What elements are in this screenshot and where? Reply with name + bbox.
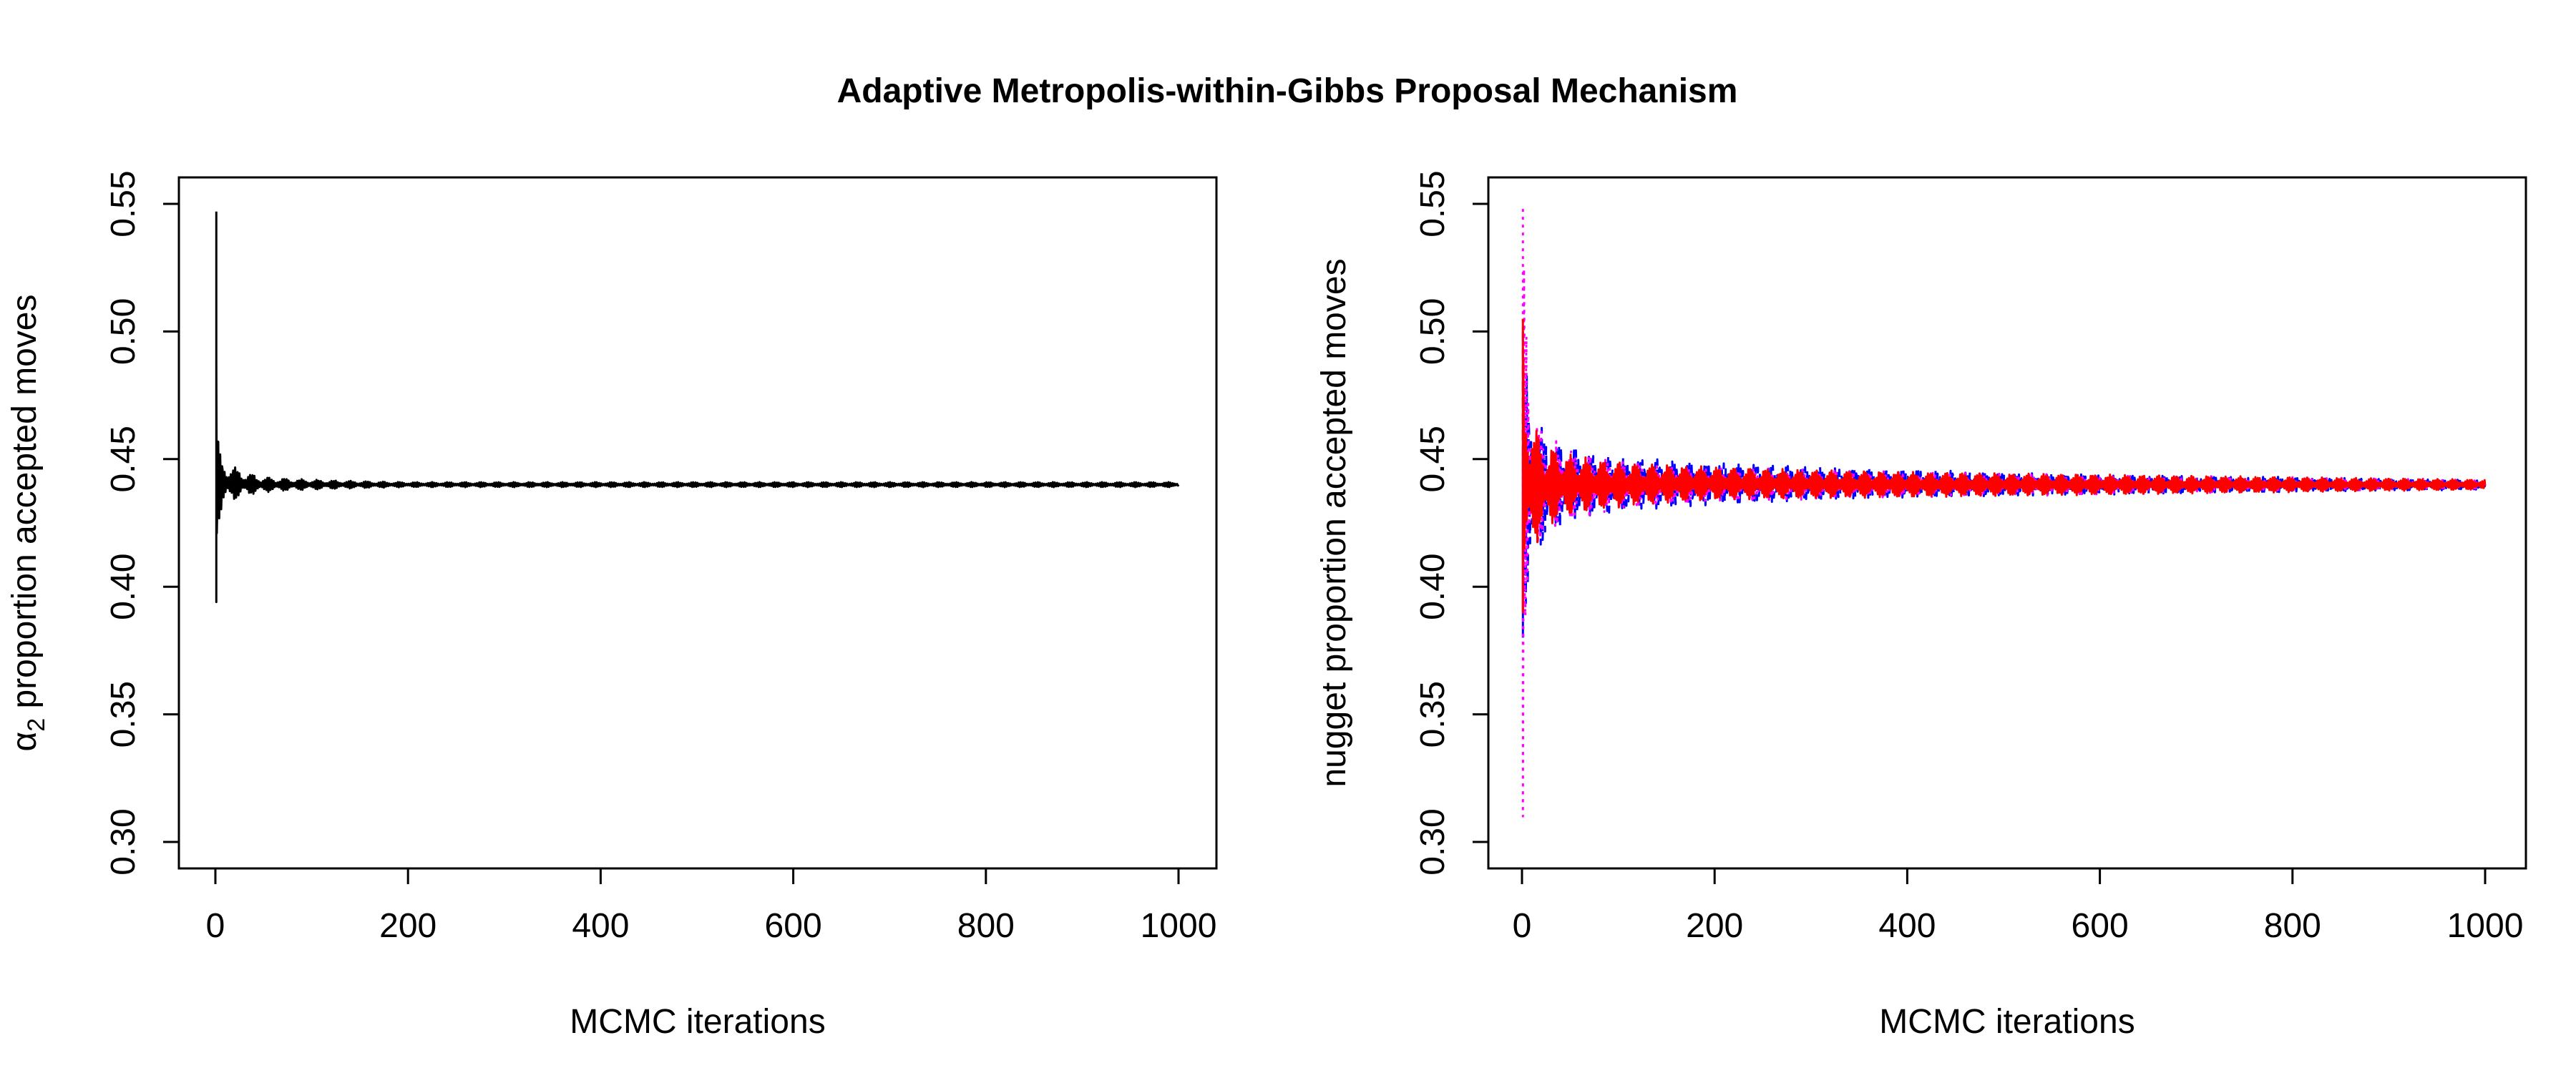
y-tick-label: 0.45 xyxy=(104,426,142,492)
x-tick-label: 400 xyxy=(572,907,629,945)
x-tick-label: 400 xyxy=(1878,907,1936,945)
series-layer xyxy=(215,211,1180,604)
y-tick-label: 0.35 xyxy=(1414,681,1452,748)
x-tick-label: 800 xyxy=(957,907,1015,945)
y-tick-label: 0.50 xyxy=(104,298,142,365)
y-axis-label: nugget proportion accepted moves xyxy=(1315,258,1353,787)
x-axis-label: MCMC iterations xyxy=(570,1003,825,1041)
series-line xyxy=(1521,318,2487,614)
x-tick-label: 800 xyxy=(2264,907,2321,945)
y-axis-label-symbol: α xyxy=(6,732,44,752)
y-tick-label: 0.30 xyxy=(104,808,142,875)
x-tick-label: 600 xyxy=(2072,907,2129,945)
x-tick-label: 200 xyxy=(379,907,436,945)
y-tick-label: 0.35 xyxy=(104,681,142,748)
series-layer xyxy=(1521,209,2487,818)
y-axis: 0.30 0.35 0.40 0.45 0.50 0.55 xyxy=(1414,170,1488,876)
y-axis-label: α2 proportion accepted moves xyxy=(6,294,50,751)
x-axis: 0 200 400 600 800 1000 xyxy=(1513,867,2524,945)
x-tick-label: 600 xyxy=(765,907,822,945)
y-axis: 0.30 0.35 0.40 0.45 0.50 0.55 xyxy=(104,170,179,876)
x-tick-label: 0 xyxy=(206,907,225,945)
y-tick-label: 0.40 xyxy=(104,553,142,619)
x-tick-label: 1000 xyxy=(2447,907,2524,945)
x-tick-label: 1000 xyxy=(1141,907,1217,945)
x-tick-label: 200 xyxy=(1686,907,1743,945)
y-tick-label: 0.50 xyxy=(1414,298,1452,365)
x-axis-label: MCMC iterations xyxy=(1879,1003,2135,1041)
figure-title: Adaptive Metropolis-within-Gibbs Proposa… xyxy=(837,72,1738,110)
y-tick-label: 0.45 xyxy=(1414,426,1452,492)
x-tick-label: 0 xyxy=(1513,907,1532,945)
y-tick-label: 0.40 xyxy=(1414,553,1452,619)
y-axis-label-text: proportion accepted moves xyxy=(6,294,44,717)
x-axis: 0 200 400 600 800 1000 xyxy=(206,867,1217,945)
y-tick-label: 0.55 xyxy=(1414,170,1452,237)
alpha2-acceptance-panel: 0 200 400 600 800 1000 0.300.350.400.450.500.… xyxy=(6,170,1218,1041)
y-tick-label: 0.55 xyxy=(104,170,142,237)
series-line xyxy=(215,211,1180,604)
y-axis-label-subscript: 2 xyxy=(23,718,50,732)
nugget-acceptance-panel: 0 200 400 600 800 1000 0.300.350.400.450.500.… xyxy=(1315,170,2527,1041)
y-tick-label: 0.30 xyxy=(1414,808,1452,875)
